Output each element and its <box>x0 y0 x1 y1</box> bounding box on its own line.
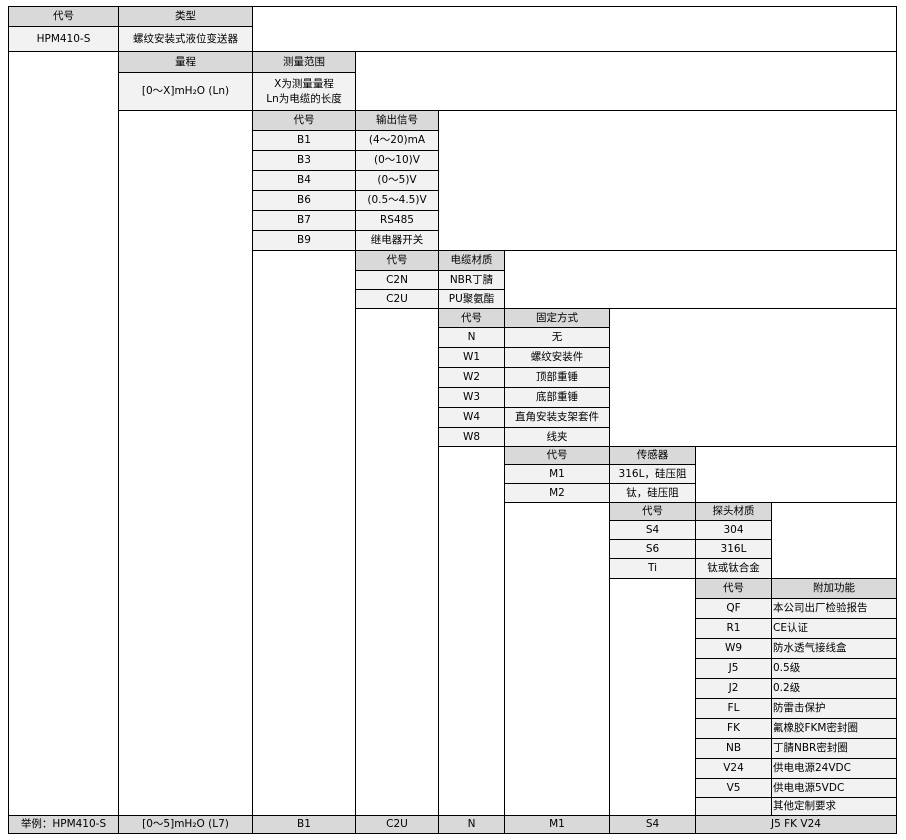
code-cell: M1 <box>504 464 610 484</box>
description-cell: 继电器开关 <box>355 230 439 251</box>
column-header: 电缆材质 <box>438 250 505 271</box>
example-label: 举例：HPM410-S <box>8 815 119 834</box>
description-cell: 防雷击保护 <box>771 698 897 719</box>
example-cell: B1 <box>252 815 356 834</box>
column-header: 代号 <box>504 446 610 465</box>
code-cell: J2 <box>695 678 772 699</box>
column-header: 代号 <box>695 578 772 599</box>
code-cell: N <box>438 327 505 348</box>
description-cell: (0～5)V <box>355 170 439 191</box>
example-cell: [0～5]mH₂O (L7) <box>118 815 253 834</box>
code-cell: R1 <box>695 618 772 639</box>
description-cell: PU聚氨酯 <box>438 289 505 309</box>
example-cell: N <box>438 815 505 834</box>
example-cell: J5 FK V24 <box>695 815 897 834</box>
column-header: 测量范围 <box>252 51 356 73</box>
level-5-spacer <box>504 502 610 816</box>
code-cell: V5 <box>695 778 772 798</box>
column-header: 代号 <box>609 502 696 521</box>
description-cell: 钛或钛合金 <box>695 558 772 579</box>
description-cell: 直角安装支架套件 <box>504 407 610 428</box>
description-cell: 其他定制要求 <box>771 797 897 816</box>
description-cell: 0.2级 <box>771 678 897 699</box>
code-cell: C2U <box>355 289 439 309</box>
description-cell: 丁腈NBR密封圈 <box>771 738 897 759</box>
level-1-spacer <box>118 110 253 816</box>
column-header: 附加功能 <box>771 578 897 599</box>
level-2-spacer <box>252 250 356 816</box>
description-cell: 顶部重锤 <box>504 367 610 388</box>
description-cell: 线夹 <box>504 427 610 447</box>
code-cell: S4 <box>609 520 696 540</box>
level-4-spacer <box>438 446 505 816</box>
description-cell: 钛，硅压阻 <box>609 483 696 503</box>
code-cell: FL <box>695 698 772 719</box>
code-cell: W9 <box>695 638 772 659</box>
column-header: 输出信号 <box>355 110 439 131</box>
description-cell: 防水透气接线盒 <box>771 638 897 659</box>
description-cell: NBR丁腈 <box>438 270 505 290</box>
example-cell: C2U <box>355 815 439 834</box>
description-cell: X为测量量程 Ln为电缆的长度 <box>252 72 356 111</box>
code-cell: HPM410-S <box>8 26 119 52</box>
code-cell: B9 <box>252 230 356 251</box>
description-cell: 0.5级 <box>771 658 897 679</box>
column-header: 量程 <box>118 51 253 73</box>
description-cell: (0～10)V <box>355 150 439 171</box>
description-cell: 本公司出厂检验报告 <box>771 598 897 619</box>
code-cell: [0～X]mH₂O (Ln) <box>118 72 253 111</box>
description-cell: 螺纹安装式液位变送器 <box>118 26 253 52</box>
code-cell: W2 <box>438 367 505 388</box>
code-cell: B7 <box>252 210 356 231</box>
code-cell: NB <box>695 738 772 759</box>
description-cell: 供电电源24VDC <box>771 758 897 779</box>
code-cell: W4 <box>438 407 505 428</box>
example-cell: S4 <box>609 815 696 834</box>
code-cell: W1 <box>438 347 505 368</box>
description-cell: 无 <box>504 327 610 348</box>
code-cell: B6 <box>252 190 356 211</box>
code-cell: J5 <box>695 658 772 679</box>
example-cell: M1 <box>504 815 610 834</box>
column-header: 探头材质 <box>695 502 772 521</box>
column-header: 传感器 <box>609 446 696 465</box>
code-cell: S6 <box>609 539 696 559</box>
code-cell: FK <box>695 718 772 739</box>
column-header: 固定方式 <box>504 308 610 328</box>
description-cell: 316L <box>695 539 772 559</box>
description-cell: 316L，硅压阻 <box>609 464 696 484</box>
description-cell: 底部重锤 <box>504 387 610 408</box>
column-header: 代号 <box>8 6 119 27</box>
code-cell: W3 <box>438 387 505 408</box>
code-cell: M2 <box>504 483 610 503</box>
level-0-spacer <box>8 51 119 816</box>
column-header: 代号 <box>438 308 505 328</box>
description-cell: 螺纹安装件 <box>504 347 610 368</box>
code-cell: QF <box>695 598 772 619</box>
code-cell: Ti <box>609 558 696 579</box>
code-cell: V24 <box>695 758 772 779</box>
description-cell: 304 <box>695 520 772 540</box>
column-header: 代号 <box>355 250 439 271</box>
description-cell: 氟橡胶FKM密封圈 <box>771 718 897 739</box>
code-cell: B3 <box>252 150 356 171</box>
code-cell: W8 <box>438 427 505 447</box>
code-cell: C2N <box>355 270 439 290</box>
level-3-spacer <box>355 308 439 816</box>
description-cell: (4～20)mA <box>355 130 439 151</box>
code-cell: B1 <box>252 130 356 151</box>
code-cell: B4 <box>252 170 356 191</box>
level-6-spacer <box>609 578 696 816</box>
code-cell <box>695 797 772 816</box>
column-header: 代号 <box>252 110 356 131</box>
column-header: 类型 <box>118 6 253 27</box>
description-cell: RS485 <box>355 210 439 231</box>
description-cell: CE认证 <box>771 618 897 639</box>
description-cell: (0.5～4.5)V <box>355 190 439 211</box>
description-cell: 供电电源5VDC <box>771 778 897 798</box>
